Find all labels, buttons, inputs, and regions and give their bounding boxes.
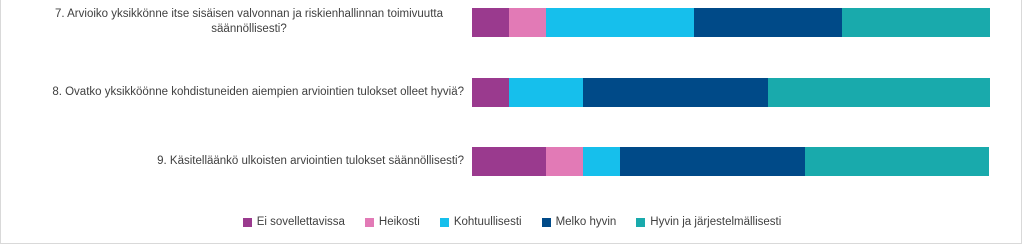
legend-item: Melko hyvin bbox=[541, 216, 617, 228]
bar-segment bbox=[472, 146, 547, 176]
legend: Ei sovellettavissa Heikosti Kohtuullisesti… bbox=[0, 216, 1024, 228]
legend-label: Kohtuullisesti bbox=[453, 216, 522, 228]
bar-segment bbox=[508, 7, 546, 37]
legend-label: Hyvin ja järjestelmällisesti bbox=[650, 216, 782, 228]
bar-segment bbox=[804, 146, 990, 176]
bar-segment bbox=[545, 7, 694, 37]
bar-segment bbox=[546, 146, 583, 176]
category-text: 8. Ovatko yksikköönne kohdistuneiden aie… bbox=[52, 85, 464, 98]
bar-segment bbox=[619, 146, 805, 176]
legend-swatch bbox=[439, 217, 449, 227]
bar-segment bbox=[841, 7, 990, 37]
legend-label: Ei sovellettavissa bbox=[256, 216, 345, 228]
legend-swatch bbox=[364, 217, 374, 227]
legend-label: Melko hyvin bbox=[555, 216, 617, 228]
bar-segment bbox=[582, 77, 768, 107]
bar-segment bbox=[508, 77, 583, 107]
legend-swatch bbox=[541, 217, 551, 227]
bar-segment bbox=[472, 77, 509, 107]
bar-segment bbox=[472, 7, 509, 37]
legend-item: Kohtuullisesti bbox=[439, 216, 522, 228]
legend-item: Heikosti bbox=[364, 216, 420, 228]
category-label: 8. Ovatko yksikköönne kohdistuneiden aie… bbox=[34, 72, 464, 112]
bar-segment bbox=[582, 146, 620, 176]
category-label: 9. Käsitelläänkö ulkoisten arviointien t… bbox=[34, 141, 464, 181]
category-label: 7. Arvioiko yksikkönne itse sisäisen val… bbox=[34, 2, 464, 42]
legend-label: Heikosti bbox=[378, 216, 420, 228]
legend-item: Ei sovellettavissa bbox=[242, 216, 345, 228]
legend-swatch bbox=[636, 217, 646, 227]
category-text: 7. Arvioiko yksikkönne itse sisäisen val… bbox=[54, 8, 443, 35]
legend-item: Hyvin ja järjestelmällisesti bbox=[636, 216, 781, 228]
bar-segment bbox=[767, 77, 990, 107]
bar-segment bbox=[693, 7, 842, 37]
legend-swatch bbox=[242, 217, 252, 227]
category-text: 9. Käsitelläänkö ulkoisten arviointien t… bbox=[157, 154, 464, 167]
